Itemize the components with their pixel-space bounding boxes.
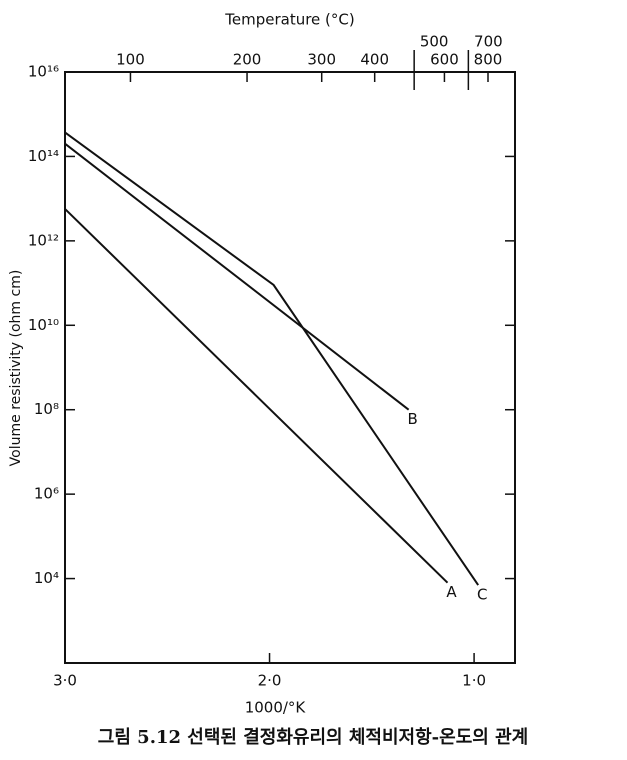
series-label: A	[446, 583, 457, 601]
y-tick-label: 10⁸	[34, 400, 59, 418]
x2-tick-label: 100	[116, 51, 145, 69]
x2-tick-label: 400	[360, 51, 389, 69]
y-tick-label: 10¹⁴	[28, 147, 59, 165]
x-tick-label: 1·0	[462, 672, 486, 690]
line-series	[64, 131, 480, 586]
x2-tick-label: 200	[233, 51, 262, 69]
line-series	[64, 208, 449, 584]
line-series	[64, 142, 410, 411]
x2-tick-label: 700	[474, 33, 503, 51]
top-axis-title: Temperature (°C)	[224, 11, 354, 29]
x2-tick-label: 600	[430, 51, 459, 69]
y-tick-label: 10⁶	[34, 485, 59, 503]
caption: 그림 5.12 선택된 결정화유리의 체적비저항-온도의 관계	[98, 727, 528, 748]
x2-tick-label: 800	[474, 51, 503, 69]
y-tick-label: 10⁴	[34, 569, 59, 587]
y-tick-label: 10¹²	[28, 231, 59, 249]
x2-tick-label: 500	[420, 33, 449, 51]
x-tick-label: 3·0	[53, 672, 77, 690]
series-label: C	[477, 586, 487, 604]
x-axis-title: 1000/°K	[245, 699, 307, 717]
x-tick-label: 2·0	[258, 672, 282, 690]
y-axis-title: Volume resistivity (ohm cm)	[8, 270, 24, 467]
plot-frame	[64, 71, 516, 664]
series-label: B	[407, 410, 417, 428]
y-tick-label: 10¹⁰	[28, 316, 59, 334]
y-tick-label: 10¹⁶	[28, 63, 59, 81]
x2-tick-label: 300	[307, 51, 336, 69]
